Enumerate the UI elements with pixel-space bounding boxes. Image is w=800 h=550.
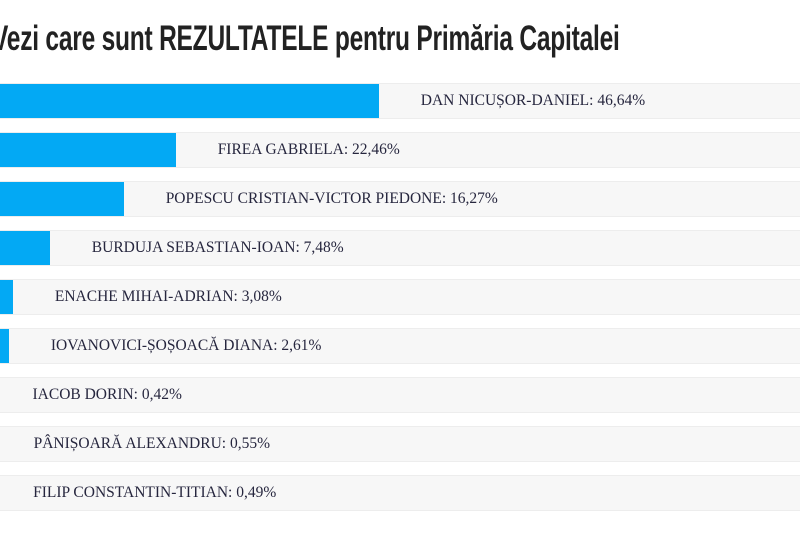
- results-bar-chart: DAN NICUȘOR-DANIEL: 46,64% FIREA GABRIEL…: [0, 83, 800, 511]
- result-bar: [0, 84, 379, 118]
- result-label: DAN NICUȘOR-DANIEL: 46,64%: [420, 92, 646, 109]
- result-label: IOVANOVICI-ȘOȘOACĂ DIANA: 2,61%: [50, 337, 322, 354]
- result-row: FILIP CONSTANTIN-TITIAN: 0,49%: [0, 475, 800, 511]
- result-row: ENACHE MIHAI-ADRIAN: 3,08%: [0, 279, 800, 315]
- result-label: PÂNIȘOARĂ ALEXANDRU: 0,55%: [33, 435, 270, 452]
- result-label: FIREA GABRIELA: 22,46%: [217, 141, 400, 158]
- result-row: IOVANOVICI-ȘOȘOACĂ DIANA: 2,61%: [0, 328, 800, 364]
- page-title-text: Vezi care sunt REZULTATELE pentru Primăr…: [0, 19, 620, 58]
- result-bar: [0, 329, 9, 363]
- result-row: IACOB DORIN: 0,42%: [0, 377, 800, 413]
- result-label: BURDUJA SEBASTIAN-IOAN: 7,48%: [91, 239, 344, 256]
- result-label: FILIP CONSTANTIN-TITIAN: 0,49%: [33, 484, 277, 501]
- result-label: POPESCU CRISTIAN-VICTOR PIEDONE: 16,27%: [165, 190, 498, 207]
- result-bar: [0, 182, 124, 216]
- result-label: ENACHE MIHAI-ADRIAN: 3,08%: [54, 288, 282, 305]
- result-row: DAN NICUȘOR-DANIEL: 46,64%: [0, 83, 800, 119]
- result-row: PÂNIȘOARĂ ALEXANDRU: 0,55%: [0, 426, 800, 462]
- result-row: BURDUJA SEBASTIAN-IOAN: 7,48%: [0, 230, 800, 266]
- result-row: FIREA GABRIELA: 22,46%: [0, 132, 800, 168]
- result-bar: [0, 231, 50, 265]
- result-row: POPESCU CRISTIAN-VICTOR PIEDONE: 16,27%: [0, 181, 800, 217]
- result-bar: [0, 280, 13, 314]
- page-title: Vezi care sunt REZULTATELE pentru Primăr…: [0, 16, 800, 62]
- result-label: IACOB DORIN: 0,42%: [32, 386, 182, 403]
- result-bar: [0, 133, 176, 167]
